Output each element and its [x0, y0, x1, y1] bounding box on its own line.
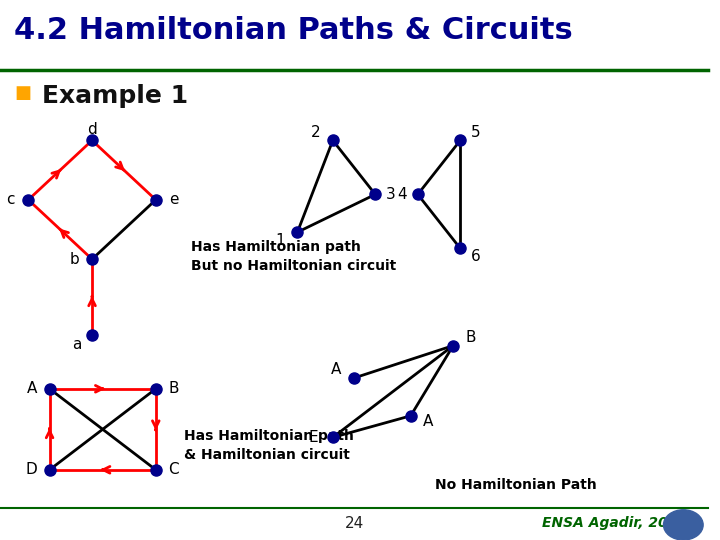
Text: A: A	[423, 414, 433, 429]
Text: b: b	[69, 252, 79, 267]
Text: 3: 3	[386, 187, 396, 202]
Text: A: A	[27, 381, 37, 396]
Text: 6: 6	[471, 249, 481, 264]
Text: e: e	[168, 192, 179, 207]
Text: E: E	[308, 430, 318, 445]
Text: ENSA Agadir, 2014: ENSA Agadir, 2014	[542, 516, 687, 530]
Circle shape	[664, 510, 703, 540]
Text: C: C	[168, 462, 179, 477]
Text: Has Hamiltonian path
& Hamiltonian circuit: Has Hamiltonian path & Hamiltonian circu…	[184, 429, 354, 462]
Text: Example 1: Example 1	[42, 84, 189, 107]
Text: A: A	[331, 362, 341, 377]
Text: ■: ■	[14, 84, 31, 102]
Text: 4: 4	[397, 187, 407, 202]
Text: c: c	[6, 192, 15, 207]
Text: 4.2 Hamiltonian Paths & Circuits: 4.2 Hamiltonian Paths & Circuits	[14, 16, 573, 45]
Text: 24: 24	[344, 516, 364, 531]
Text: 5: 5	[471, 125, 481, 140]
Text: Has Hamiltonian path
But no Hamiltonian circuit: Has Hamiltonian path But no Hamiltonian …	[192, 240, 397, 273]
Text: D: D	[26, 462, 37, 477]
Text: 2: 2	[311, 125, 320, 140]
Text: No Hamiltonian Path: No Hamiltonian Path	[436, 478, 597, 492]
Text: a: a	[72, 337, 81, 352]
Text: d: d	[87, 122, 97, 137]
Text: B: B	[466, 330, 476, 345]
Text: B: B	[168, 381, 179, 396]
Text: 1: 1	[276, 233, 285, 248]
